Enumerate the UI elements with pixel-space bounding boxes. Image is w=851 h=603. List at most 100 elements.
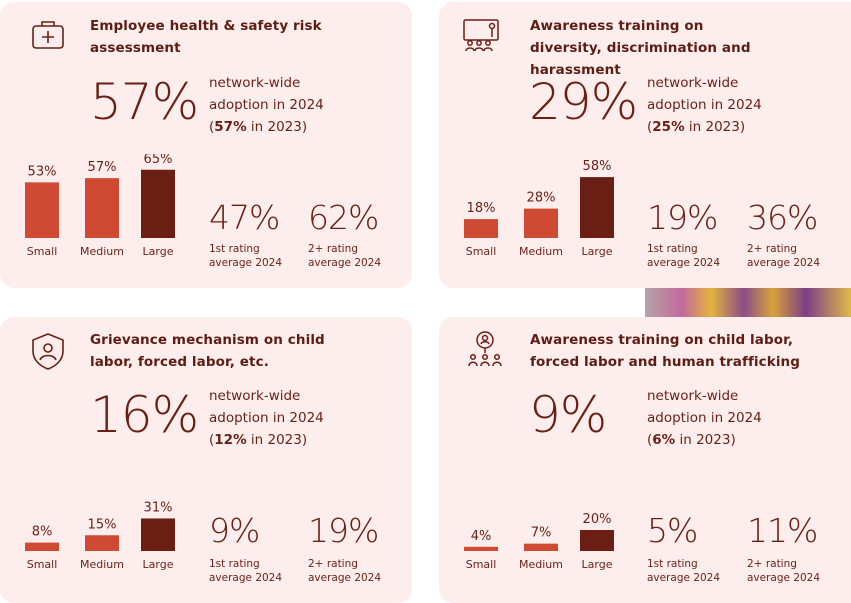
card-diversity-training: Awareness training on diversity, discrim…	[439, 2, 851, 288]
category-label: Medium	[80, 558, 124, 571]
adoption-value: 57%	[90, 73, 199, 131]
data-label: 18%	[467, 201, 496, 216]
bar-chart-svg: 18% Small 28% Medium 58% Large	[464, 159, 614, 258]
bar-small	[25, 182, 59, 238]
stat-label-line-2: average 2024	[308, 257, 382, 269]
data-label: 57%	[88, 160, 117, 175]
adoption-previous: (6% in 2023)	[647, 432, 736, 448]
category-label: Small	[27, 558, 58, 571]
data-label: 8%	[32, 525, 53, 540]
data-label: 58%	[583, 159, 612, 174]
data-label: 53%	[28, 164, 57, 179]
adoption-line-2: adoption in 2024	[647, 97, 762, 113]
stat-label-line-1: 1st rating	[209, 243, 260, 255]
bar-medium	[85, 178, 119, 238]
data-label: 7%	[531, 526, 552, 541]
previous-suffix: in 2023)	[684, 119, 746, 135]
stat-1st-rating-label: 1st rating average 2024	[209, 242, 282, 270]
adoption-value: 29%	[529, 73, 638, 131]
bar-chart: 8% Small 15% Medium 31% Large	[25, 467, 185, 577]
first-aid-kit-icon	[28, 14, 68, 54]
adoption-text: network-wide adoption in 2024 (12% in 20…	[209, 385, 324, 451]
previous-value: 6%	[652, 432, 676, 448]
bar-large	[141, 518, 175, 551]
adoption-text: network-wide adoption in 2024 (57% in 20…	[209, 72, 324, 138]
card-title: Employee health & safety risk assessment	[90, 18, 322, 56]
adoption-text: network-wide adoption in 2024 (6% in 202…	[647, 385, 762, 451]
bar-large	[580, 530, 614, 551]
stat-2plus-rating-label: 2+ rating average 2024	[747, 557, 820, 585]
category-label: Large	[143, 245, 174, 258]
adoption-value: 16%	[90, 386, 199, 444]
presentation-training-icon	[461, 14, 501, 54]
stat-label-line-2: average 2024	[308, 572, 382, 584]
stat-2plus-rating-value: 36%	[747, 198, 818, 237]
stat-2plus-rating-value: 11%	[747, 511, 818, 550]
bar-chart: 18% Small 28% Medium 58% Large	[464, 154, 624, 264]
stat-2plus-rating-label: 2+ rating average 2024	[747, 242, 820, 270]
stat-label-line-2: average 2024	[747, 257, 821, 269]
adoption-line-2: adoption in 2024	[209, 410, 324, 426]
adoption-previous: (12% in 2023)	[209, 432, 308, 448]
bar-chart-svg: 4% Small 7% Medium 20% Large	[464, 512, 614, 571]
stat-label-line-1: 2+ rating	[308, 243, 358, 255]
stat-label-line-2: average 2024	[209, 572, 283, 584]
stat-label-line-2: average 2024	[209, 257, 283, 269]
adoption-line-1: network-wide	[647, 388, 739, 404]
stat-2plus-rating-label: 2+ rating average 2024	[308, 242, 381, 270]
adoption-previous: (25% in 2023)	[647, 119, 746, 135]
previous-value: 57%	[214, 119, 247, 135]
data-label: 28%	[527, 191, 556, 206]
stat-2plus-rating-value: 62%	[308, 198, 379, 237]
stat-1st-rating-label: 1st rating average 2024	[647, 242, 720, 270]
card-title: Awareness training on child labor, force…	[530, 332, 801, 370]
adoption-text: network-wide adoption in 2024 (25% in 20…	[647, 72, 762, 138]
bar-chart: 53% Small 57% Medium 65% Large	[25, 154, 185, 264]
previous-value: 25%	[652, 119, 685, 135]
bar-small	[464, 546, 498, 551]
bar-small	[25, 542, 59, 551]
background-photo	[645, 288, 851, 318]
stat-2plus-rating-value: 19%	[308, 511, 379, 550]
stat-label-line-1: 1st rating	[647, 558, 698, 570]
category-label: Small	[466, 558, 497, 571]
card-grievance-mechanism: Grievance mechanism on child labor, forc…	[0, 317, 412, 603]
card-health-safety: Employee health & safety risk assessment…	[0, 2, 412, 288]
magnifier-people-icon	[465, 329, 505, 369]
category-label: Small	[27, 245, 58, 258]
data-label: 31%	[144, 500, 173, 515]
category-label: Large	[582, 558, 613, 571]
previous-suffix: in 2023)	[246, 432, 308, 448]
bar-chart-svg: 53% Small 57% Medium 65% Large	[25, 154, 175, 258]
data-label: 20%	[583, 512, 612, 527]
adoption-line-1: network-wide	[647, 75, 739, 91]
adoption-line-2: adoption in 2024	[209, 97, 324, 113]
adoption-line-1: network-wide	[209, 388, 301, 404]
bar-medium	[85, 535, 119, 551]
stat-1st-rating-value: 5%	[647, 511, 698, 550]
data-label: 15%	[88, 517, 117, 532]
stat-label-line-2: average 2024	[747, 572, 821, 584]
stat-label-line-2: average 2024	[647, 572, 721, 584]
stat-label-line-1: 1st rating	[647, 243, 698, 255]
category-label: Large	[143, 558, 174, 571]
stat-2plus-rating-label: 2+ rating average 2024	[308, 557, 381, 585]
stat-label-line-2: average 2024	[647, 257, 721, 269]
card-child-labor-training: Awareness training on child labor, force…	[439, 317, 851, 603]
adoption-line-2: adoption in 2024	[647, 410, 762, 426]
previous-suffix: in 2023)	[675, 432, 736, 448]
data-label: 65%	[144, 154, 173, 167]
stat-label-line-1: 2+ rating	[747, 243, 797, 255]
card-title: Grievance mechanism on child labor, forc…	[90, 332, 325, 370]
bar-large	[580, 177, 614, 238]
stat-1st-rating-value: 19%	[647, 198, 718, 237]
stat-label-line-1: 2+ rating	[308, 558, 358, 570]
bar-large	[141, 169, 175, 238]
category-label: Small	[466, 245, 497, 258]
card-title: Awareness training on diversity, discrim…	[530, 18, 751, 78]
adoption-line-1: network-wide	[209, 75, 301, 91]
bar-chart-svg: 8% Small 15% Medium 31% Large	[25, 500, 175, 571]
bar-medium	[524, 543, 558, 551]
data-label: 4%	[471, 529, 492, 544]
stat-1st-rating-value: 47%	[209, 198, 280, 237]
